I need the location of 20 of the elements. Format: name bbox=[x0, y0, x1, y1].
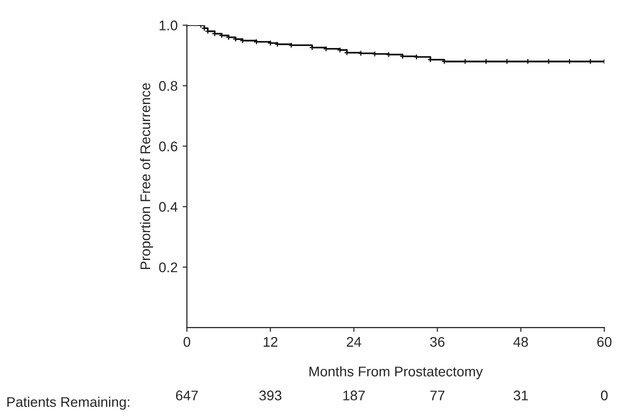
text: 31 bbox=[514, 390, 528, 400]
y-tick-label: 0.4 bbox=[159, 202, 178, 212]
x-axis-title: Months From Prostatectomy bbox=[310, 366, 483, 380]
y-tick-label: 0.6 bbox=[159, 141, 178, 152]
y-axis-title: Proportion Free of Recurrence bbox=[140, 83, 154, 270]
x-tick-label: 0 bbox=[184, 336, 190, 347]
text: 647 bbox=[176, 390, 198, 400]
y-tick-label: 0.8 bbox=[159, 81, 178, 91]
x-tick-label: 60 bbox=[597, 336, 612, 347]
y-tick-label: 0.2 bbox=[159, 262, 178, 272]
text: 77 bbox=[430, 390, 444, 400]
x-tick-label: 24 bbox=[346, 336, 362, 347]
text: 0 bbox=[600, 390, 608, 400]
y-tick-label: 1.0 bbox=[160, 20, 178, 30]
x-tick-label: 48 bbox=[513, 336, 528, 347]
x-tick-label: 12 bbox=[264, 336, 278, 347]
text: 187 bbox=[343, 390, 365, 400]
x-tick-label: 36 bbox=[430, 336, 444, 347]
text: 393 bbox=[259, 390, 282, 400]
text: Patients Remaining: bbox=[7, 396, 130, 410]
